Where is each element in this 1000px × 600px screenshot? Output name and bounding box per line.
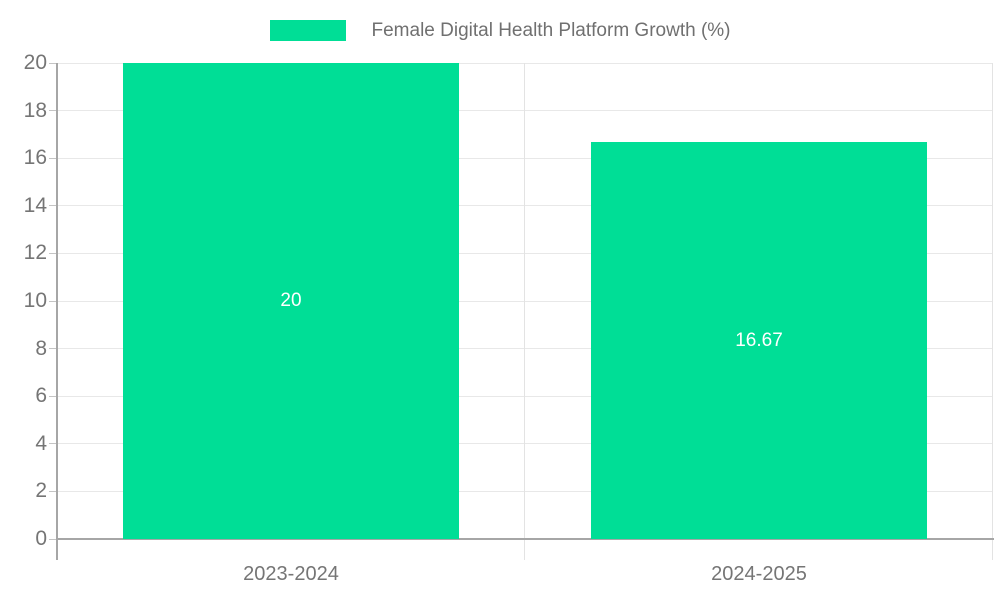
grid-line	[57, 300, 993, 302]
y-axis-tick-label: 0	[35, 527, 47, 550]
y-axis-tick-label: 18	[23, 98, 47, 122]
y-axis-tick	[49, 443, 56, 445]
y-axis-tick-label: 14	[23, 193, 47, 217]
grid-line	[57, 490, 993, 492]
plot-area: 0 2 4 6 8 10 12 14 16 18 20 20 2023-2024 16.67 2024-20…	[24, 51, 994, 585]
legend-swatch	[269, 20, 346, 41]
y-axis-tick	[49, 157, 56, 159]
y-axis-tick	[49, 205, 56, 207]
y-axis-tick-label: 20	[23, 51, 47, 74]
grid-line	[57, 395, 993, 397]
y-axis-tick-label: 4	[35, 431, 47, 455]
split-line	[524, 63, 525, 560]
y-axis-tick	[49, 490, 56, 492]
y-axis-line	[56, 63, 58, 560]
grid-line	[57, 252, 993, 254]
grid-line	[57, 62, 993, 64]
x-axis-tick-label: 2023-2024	[243, 563, 339, 585]
grid-line	[57, 205, 993, 207]
bar-value-label: 20	[280, 290, 302, 311]
y-axis-tick	[49, 252, 56, 254]
legend-label: Female Digital Health Platform Growth (%…	[371, 20, 731, 41]
y-axis-tick-label: 10	[23, 289, 47, 312]
grid-line	[57, 110, 993, 112]
y-axis-tick	[49, 300, 56, 302]
grid-line	[57, 348, 993, 350]
bar-value-label: 16.67	[735, 329, 783, 351]
bar[interactable]	[591, 142, 927, 539]
y-axis-tick	[49, 62, 56, 64]
split-line	[992, 63, 993, 560]
y-axis-tick-label: 6	[35, 384, 47, 408]
y-axis-tick-label: 2	[35, 479, 47, 503]
grid-line	[57, 157, 993, 159]
x-axis-line	[56, 538, 994, 540]
x-axis-tick-label: 2024-2025	[711, 563, 807, 585]
y-axis-tick	[49, 110, 56, 112]
y-axis-tick	[49, 395, 56, 397]
y-axis-tick	[49, 348, 56, 350]
y-axis-tick-label: 16	[23, 146, 47, 170]
bar[interactable]	[123, 63, 459, 539]
grid-line	[57, 443, 993, 445]
y-axis-tick-label: 8	[35, 336, 47, 360]
y-axis-tick	[49, 538, 56, 540]
chart-legend[interactable]: Female Digital Health Platform Growth (%…	[0, 20, 1000, 41]
y-axis-tick-label: 12	[23, 241, 47, 265]
